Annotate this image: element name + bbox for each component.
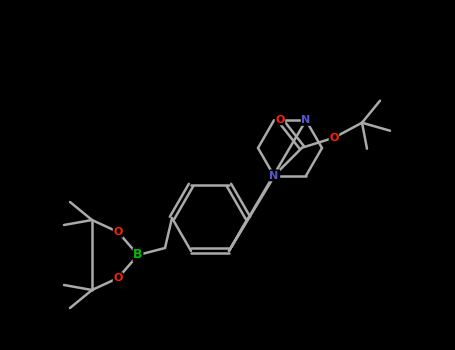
Text: O: O bbox=[113, 227, 123, 237]
Text: N: N bbox=[269, 171, 278, 181]
Text: O: O bbox=[113, 273, 123, 283]
Text: N: N bbox=[270, 170, 280, 180]
Text: O: O bbox=[275, 115, 285, 125]
Text: N: N bbox=[301, 115, 311, 125]
Text: B: B bbox=[133, 248, 143, 261]
Text: O: O bbox=[329, 133, 339, 143]
